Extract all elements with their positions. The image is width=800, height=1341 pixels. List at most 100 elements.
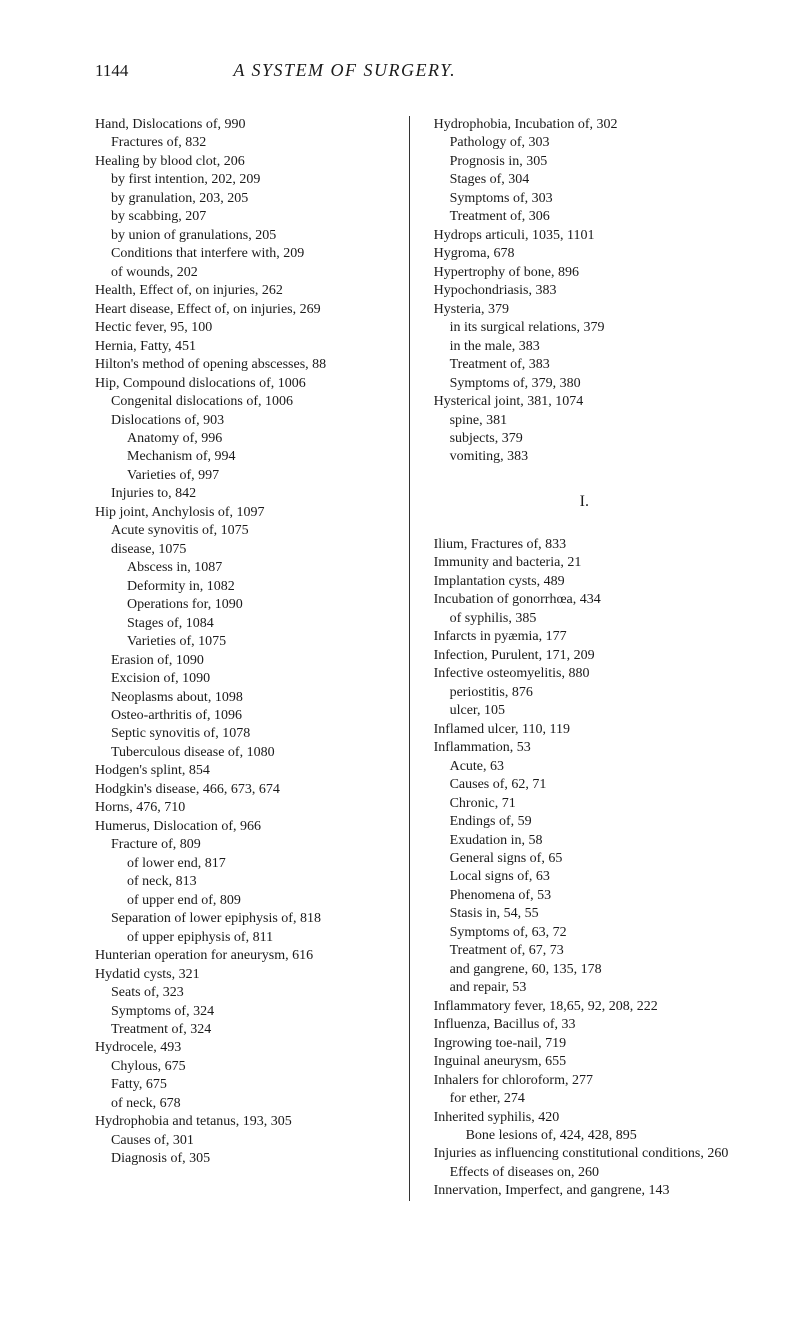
index-entry: Hip, Compound dislocations of, 1006	[95, 375, 385, 393]
index-entry: Infarcts in pyæmia, 177	[434, 628, 735, 646]
index-entry: Seats of, 323	[95, 984, 385, 1002]
index-entry: Hydrophobia and tetanus, 193, 305	[95, 1113, 385, 1131]
left-column: Hand, Dislocations of, 990Fractures of, …	[95, 116, 385, 1201]
index-entry: Innervation, Imperfect, and gangrene, 14…	[434, 1182, 735, 1200]
index-entry: Effects of diseases on, 260	[434, 1164, 735, 1182]
index-entry: for ether, 274	[434, 1090, 735, 1108]
index-entry: Hernia, Fatty, 451	[95, 338, 385, 356]
index-entry: ulcer, 105	[434, 702, 735, 720]
index-entry: Diagnosis of, 305	[95, 1150, 385, 1168]
index-entry: Humerus, Dislocation of, 966	[95, 818, 385, 836]
index-entry: Pathology of, 303	[434, 134, 735, 152]
index-entry: Hydatid cysts, 321	[95, 966, 385, 984]
index-entry: Chronic, 71	[434, 795, 735, 813]
index-entry: of upper end of, 809	[95, 892, 385, 910]
index-entry: Inherited syphilis, 420	[434, 1109, 735, 1127]
index-entry: Osteo-arthritis of, 1096	[95, 707, 385, 725]
index-entry: Incubation of gonorrhœa, 434	[434, 591, 735, 609]
index-entry: in the male, 383	[434, 338, 735, 356]
right-column: Hydrophobia, Incubation of, 302Pathology…	[434, 116, 735, 1201]
index-entry: Implantation cysts, 489	[434, 573, 735, 591]
index-entry: Separation of lower epiphysis of, 818	[95, 910, 385, 928]
index-entry: of lower end, 817	[95, 855, 385, 873]
index-entry: Hand, Dislocations of, 990	[95, 116, 385, 134]
index-entry: Stages of, 304	[434, 171, 735, 189]
index-entry: vomiting, 383	[434, 448, 735, 466]
index-entry: Hectic fever, 95, 100	[95, 319, 385, 337]
index-entry: Neoplasms about, 1098	[95, 689, 385, 707]
index-entry: Bone lesions of, 424, 428, 895	[434, 1127, 735, 1145]
index-entry: Health, Effect of, on injuries, 262	[95, 282, 385, 300]
index-entry: Congenital dislocations of, 1006	[95, 393, 385, 411]
index-entry: Injuries as influencing constitutional c…	[434, 1145, 735, 1163]
index-entry: of syphilis, 385	[434, 610, 735, 628]
index-entry: Anatomy of, 996	[95, 430, 385, 448]
index-entry: Fatty, 675	[95, 1076, 385, 1094]
index-entry: Injuries to, 842	[95, 485, 385, 503]
index-entry: Hodgen's splint, 854	[95, 762, 385, 780]
index-entry: of wounds, 202	[95, 264, 385, 282]
index-entry: Varieties of, 1075	[95, 633, 385, 651]
index-entry: Symptoms of, 63, 72	[434, 924, 735, 942]
index-entry: Inhalers for chloroform, 277	[434, 1072, 735, 1090]
index-entry: Healing by blood clot, 206	[95, 153, 385, 171]
index-entry: Inguinal aneurysm, 655	[434, 1053, 735, 1071]
page-header: 1144 A SYSTEM OF SURGERY.	[95, 60, 735, 81]
index-entry: Symptoms of, 379, 380	[434, 375, 735, 393]
index-entry: and gangrene, 60, 135, 178	[434, 961, 735, 979]
index-entry: of upper epiphysis of, 811	[95, 929, 385, 947]
index-entry: Inflammatory fever, 18,65, 92, 208, 222	[434, 998, 735, 1016]
index-entry: Fractures of, 832	[95, 134, 385, 152]
index-entry: of neck, 813	[95, 873, 385, 891]
index-entry: Varieties of, 997	[95, 467, 385, 485]
index-entry: Tuberculous disease of, 1080	[95, 744, 385, 762]
index-entry: Ingrowing toe-nail, 719	[434, 1035, 735, 1053]
index-entry: Hygroma, 678	[434, 245, 735, 263]
index-entry: Excision of, 1090	[95, 670, 385, 688]
index-entry: Hip joint, Anchylosis of, 1097	[95, 504, 385, 522]
index-entry: Acute, 63	[434, 758, 735, 776]
index-entry: Hypochondriasis, 383	[434, 282, 735, 300]
index-entry: Hysterical joint, 381, 1074	[434, 393, 735, 411]
index-entry: Septic synovitis of, 1078	[95, 725, 385, 743]
index-entry: subjects, 379	[434, 430, 735, 448]
index-entry: periostitis, 876	[434, 684, 735, 702]
index-entry: Symptoms of, 324	[95, 1003, 385, 1021]
index-entry: Stasis in, 54, 55	[434, 905, 735, 923]
index-entry: Prognosis in, 305	[434, 153, 735, 171]
index-columns: Hand, Dislocations of, 990Fractures of, …	[95, 116, 735, 1201]
index-entry: disease, 1075	[95, 541, 385, 559]
index-entry: Hilton's method of opening abscesses, 88	[95, 356, 385, 374]
index-entry: and repair, 53	[434, 979, 735, 997]
index-entry: spine, 381	[434, 412, 735, 430]
index-entry: Influenza, Bacillus of, 33	[434, 1016, 735, 1034]
index-entry: Hydrocele, 493	[95, 1039, 385, 1057]
index-entry: Fracture of, 809	[95, 836, 385, 854]
index-entry: Phenomena of, 53	[434, 887, 735, 905]
index-entry: Treatment of, 383	[434, 356, 735, 374]
index-entry: Hunterian operation for aneurysm, 616	[95, 947, 385, 965]
index-entry: by scabbing, 207	[95, 208, 385, 226]
index-entry: Hydrops articuli, 1035, 1101	[434, 227, 735, 245]
index-entry: Erasion of, 1090	[95, 652, 385, 670]
index-entry: Infection, Purulent, 171, 209	[434, 647, 735, 665]
index-entry: of neck, 678	[95, 1095, 385, 1113]
index-entry: Hydrophobia, Incubation of, 302	[434, 116, 735, 134]
index-entry: Horns, 476, 710	[95, 799, 385, 817]
index-entry: Hypertrophy of bone, 896	[434, 264, 735, 282]
index-entry: Dislocations of, 903	[95, 412, 385, 430]
index-entry: Hysteria, 379	[434, 301, 735, 319]
index-entry: Inflammation, 53	[434, 739, 735, 757]
index-entry: Inflamed ulcer, 110, 119	[434, 721, 735, 739]
index-entry: Symptoms of, 303	[434, 190, 735, 208]
index-entry: Operations for, 1090	[95, 596, 385, 614]
page-content: 1144 A SYSTEM OF SURGERY. Hand, Dislocat…	[0, 0, 800, 1341]
index-entry: Local signs of, 63	[434, 868, 735, 886]
index-entry: Abscess in, 1087	[95, 559, 385, 577]
book-title: A SYSTEM OF SURGERY.	[233, 60, 456, 81]
page-number: 1144	[95, 61, 128, 81]
index-entry: Mechanism of, 994	[95, 448, 385, 466]
index-entry: Acute synovitis of, 1075	[95, 522, 385, 540]
index-entry: Exudation in, 58	[434, 832, 735, 850]
index-entry: General signs of, 65	[434, 850, 735, 868]
